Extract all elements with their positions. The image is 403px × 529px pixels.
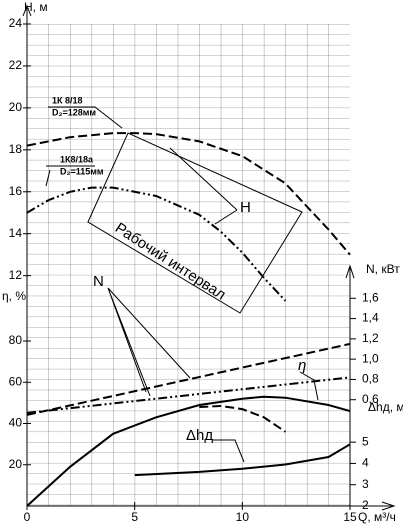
- axis-label: H, м: [24, 0, 48, 14]
- x-axis: [27, 501, 396, 511]
- leader: [107, 287, 191, 397]
- axis-label: η, %: [2, 289, 26, 303]
- y-tick-label: 20: [9, 100, 23, 114]
- leader: [299, 371, 319, 401]
- curve: [26, 342, 351, 416]
- curve: [26, 395, 351, 507]
- y-tick-label: 20: [9, 457, 23, 471]
- x-tick-label: 10: [236, 510, 250, 524]
- y-tick-label: 1,6: [362, 290, 379, 304]
- x-tick-label: 15: [343, 510, 357, 524]
- annotation: D₂=115мм: [60, 166, 104, 176]
- axis-label: Δhд, м: [368, 400, 403, 414]
- x-tick-label: 0: [24, 510, 31, 524]
- y-tick-label: 1,4: [362, 311, 379, 325]
- y-tick-label: 22: [9, 58, 23, 72]
- y-tick-label: 60: [9, 374, 23, 388]
- annotation: 1К 8/18: [52, 95, 83, 105]
- annotation: H: [240, 199, 251, 216]
- annotation: D₂=128мм: [52, 107, 96, 117]
- y-tick-label: 80: [9, 333, 23, 347]
- axis-label: N, кВт: [366, 262, 400, 276]
- leader: [45, 106, 123, 187]
- curve: [199, 404, 286, 433]
- y-tick-label: 0,6: [362, 392, 379, 406]
- y-tick-label: 0,8: [362, 372, 379, 386]
- y-tick-label: 4: [362, 456, 369, 470]
- x-axis-label: Q, м³/ч: [358, 510, 396, 524]
- leader: [212, 439, 245, 463]
- curve: [26, 132, 351, 256]
- y-tick-label: 5: [362, 434, 369, 448]
- annotation: 1К8/18а: [60, 154, 94, 164]
- leader: [169, 147, 238, 225]
- curve: [26, 186, 287, 302]
- y-tick-label: 14: [9, 226, 23, 240]
- working-interval: [87, 132, 303, 314]
- curve: [134, 443, 351, 477]
- x-tick-label: 5: [131, 510, 138, 524]
- y-tick-label: 24: [9, 16, 23, 30]
- y-tick-label: 1,0: [362, 351, 379, 365]
- y-tick-label: 16: [9, 184, 23, 198]
- annotation: η: [298, 357, 306, 374]
- y-tick-label: 3: [362, 477, 369, 491]
- right-axis: [345, 264, 355, 506]
- y-tick-label: 1,2: [362, 331, 379, 345]
- y-tick-label: 2: [362, 498, 369, 512]
- minor-grid: [27, 24, 350, 506]
- y-tick-label: 40: [9, 416, 23, 430]
- y-tick-label: 12: [9, 268, 23, 282]
- left-axis: [22, 4, 32, 506]
- annotation: N: [93, 273, 104, 290]
- annotation: Δhд: [186, 427, 213, 444]
- curve: [26, 376, 351, 414]
- y-tick-label: 18: [9, 142, 23, 156]
